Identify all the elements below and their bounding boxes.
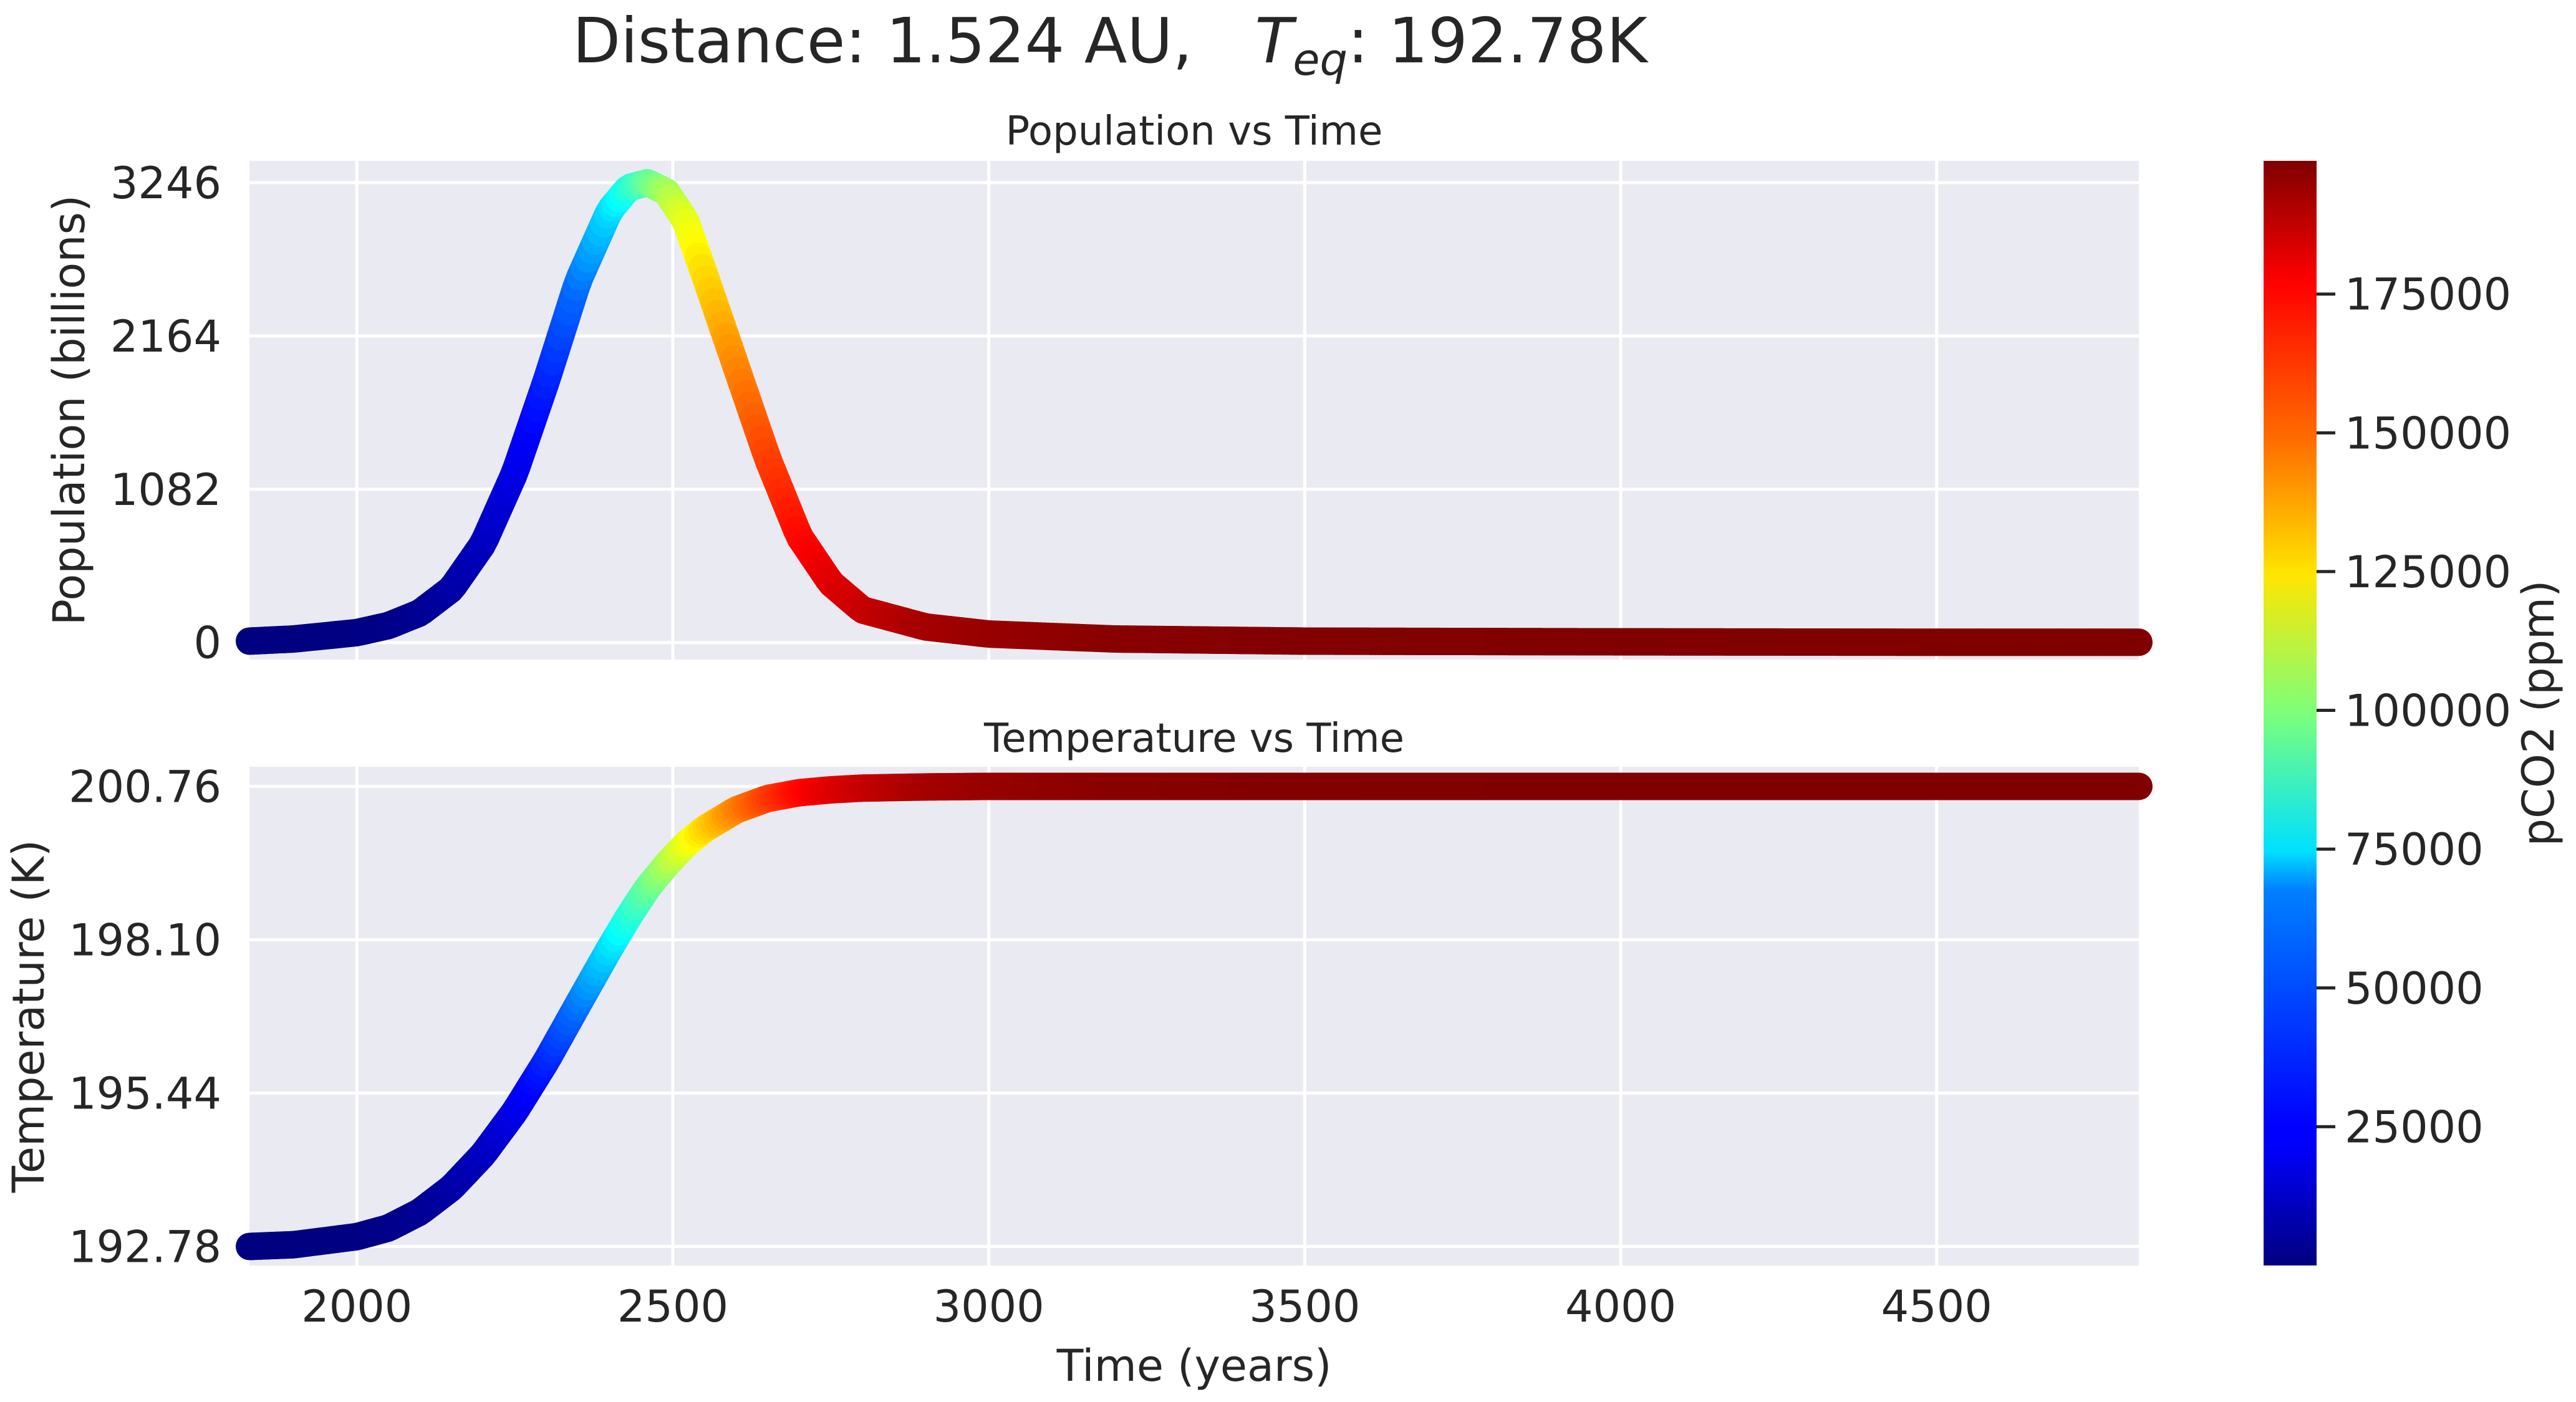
temperature-y-tick-label: 200.76 [69,761,221,812]
population-chart-title: Population vs Time [1006,108,1383,155]
temperature-x-tick-labels: 2000 2500 3000 3500 4000 4500 [301,1281,1992,1332]
x-tick-label: 4000 [1565,1281,1676,1332]
colorbar-tick-label: 150000 [2345,408,2511,459]
colorbar-tick-label: 50000 [2345,963,2484,1014]
colorbar-tick-label: 25000 [2345,1102,2484,1153]
colorbar-gradient [2264,161,2317,1265]
temperature-chart-title: Temperature vs Time [983,716,1404,762]
population-panel: 0 1082 2164 3246 Population vs Time Populat… [44,108,2153,669]
x-tick-label: 2500 [617,1281,728,1332]
colorbar-ticks: 25000 50000 75000 100000 125000 150000 175000 [2317,269,2511,1153]
temperature-y-tick-label: 195.44 [69,1068,221,1119]
population-y-tick-label: 1082 [110,464,221,516]
temperature-y-tick-labels: 192.78 195.44 198.10 200.76 [69,761,221,1272]
temperature-plot-background [249,767,2139,1265]
population-plot-background [249,161,2139,660]
temperature-panel: 192.78 195.44 198.10 200.76 2000 2500 3000 350… [3,716,2153,1391]
population-y-tick-labels: 0 1082 2164 3246 [110,158,221,669]
colorbar-tick-label: 100000 [2345,686,2511,737]
colorbar-tick-label: 125000 [2345,547,2511,598]
population-y-axis-label: Population (billions) [44,195,95,626]
x-tick-label: 3500 [1249,1281,1360,1332]
colorbar-tick-label: 175000 [2345,269,2511,320]
colorbar-tick-label: 75000 [2345,824,2484,875]
temperature-y-tick-label: 198.10 [69,915,221,966]
population-y-tick-label: 3246 [110,158,221,209]
x-tick-label: 4500 [1881,1281,1992,1332]
x-tick-label: 2000 [301,1281,412,1332]
x-axis-label: Time (years) [1056,1340,1332,1391]
temperature-y-tick-label: 192.78 [69,1221,221,1272]
population-line [236,169,2153,656]
x-tick-label: 3000 [933,1281,1044,1332]
temperature-line [236,772,2153,1260]
figure-title: Distance: 1.524 AU, Teq: 192.78K [572,4,1649,85]
temperature-y-axis-label: Temperature (K) [3,840,54,1193]
colorbar-label: pCO2 (ppm) [2513,580,2564,847]
population-y-tick-label: 0 [193,618,221,669]
colorbar: 250005000075000100000125000150000175000 … [2264,161,2564,1265]
population-y-tick-label: 2164 [110,311,221,362]
